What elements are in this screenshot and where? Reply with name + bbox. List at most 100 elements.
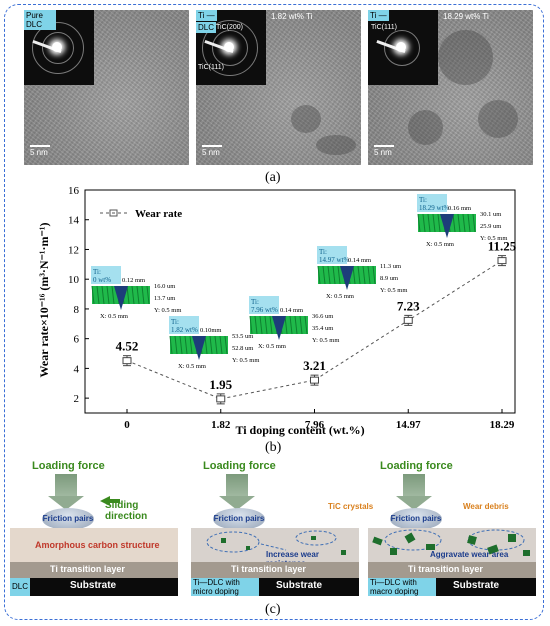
x-tick-label: 18.29 <box>490 419 515 431</box>
inset-label: Ti — <box>368 10 389 21</box>
y-tick-label: 4 <box>74 363 80 375</box>
profile-h2: 8.9 um <box>380 275 398 282</box>
profile-y: Y: 0.5 mm <box>312 337 339 344</box>
legend-marker <box>109 209 118 217</box>
tem-image-18-29: Ti — TiC(111) 18.29 wt% Ti 5 nm <box>368 10 533 165</box>
y-tick-label: 16 <box>68 185 80 197</box>
tag-micro-doping: Ti—DLC with micro doping <box>191 578 259 596</box>
tag-dlc: DLC <box>10 578 31 596</box>
wear-track <box>272 316 286 340</box>
x-tick-label: 14.97 <box>396 419 421 431</box>
diffraction-inset: Ti — TiC(111) <box>368 10 438 85</box>
ti-layer: Ti transition layer <box>10 562 178 578</box>
figure-frame <box>4 4 544 620</box>
x-tick-label: 7.96 <box>305 419 325 431</box>
profile-y: Y: 0.5 mm <box>154 307 181 314</box>
ti-layer-label: Ti transition layer <box>50 564 125 574</box>
profile-h2: 52.8 um <box>232 345 253 352</box>
ring-label-tic111: TiC(111) <box>198 64 224 71</box>
diffraction-inset: Ti — DLC TiC(200) TiC(111) <box>196 10 266 85</box>
profile-tag: Ti: 14.97 wt% <box>319 248 350 264</box>
profile-h2: 35.4 um <box>312 325 333 332</box>
amorphous-label: Amorphous carbon structure <box>35 540 160 550</box>
profile-h2: 25.9 um <box>480 223 501 230</box>
data-point <box>122 357 132 365</box>
y-tick-label: 12 <box>68 244 79 256</box>
schematic-micro-doping: Loading force Friction pairs Increase we… <box>191 458 359 598</box>
profile-h1: 11.3 um <box>380 263 401 270</box>
profile-y: Y: 0.5 mm <box>380 287 407 294</box>
profile-tag: Ti: 1.82 wt% <box>171 318 198 334</box>
force-arrow-icon <box>226 474 248 496</box>
profile-inset: Ti: 7.96 wt% 0.14 mm 36.6 um 35.4 um X: 0.5 m… <box>249 296 339 350</box>
profile-depth: 0.12 mm <box>122 277 145 284</box>
y-tick-label: 14 <box>68 215 80 227</box>
y-axis-label: Wear rate×10⁻¹⁶ (m³·N⁻¹·m⁻¹) <box>37 223 51 378</box>
profile-tag: Ti: 18.29 wt% <box>419 196 450 212</box>
force-arrow-icon <box>403 474 425 496</box>
profile-inset: Ti: 14.97 wt%0.14 mm 11.3 um 8.9 um X: 0.5 m… <box>317 246 407 300</box>
wear-track <box>192 336 206 360</box>
profile-depth: 0.10mm <box>200 327 222 334</box>
ti-layer: Ti transition layer <box>368 562 536 578</box>
y-tick-label: 2 <box>74 393 80 405</box>
dlc-layer <box>10 528 178 562</box>
force-arrow-icon <box>55 474 77 496</box>
schematic-macro-doping: Loading force Friction pairs TiC crystal… <box>328 458 536 598</box>
loading-force-label: Loading force <box>32 460 105 472</box>
profile-x: X: 0.5 mm <box>326 293 354 300</box>
substrate-label: Substrate <box>276 580 323 591</box>
wear-track <box>340 266 354 290</box>
profile-y: Y: 0.5 mm <box>480 235 507 242</box>
profile-inset: Ti: 0 wt% 0.12 mm 16.0 um 13.7 um X: 0.5 mm Y:… <box>91 266 181 320</box>
x-tick-label: 1.82 <box>211 419 231 431</box>
inset-label: Ti — <box>196 10 217 21</box>
ti-layer-label: Ti transition layer <box>408 564 483 574</box>
profile-inset: Ti: 18.29 wt%0.16 mm 30.1 um 25.9 um X: 0.5 … <box>417 194 507 248</box>
ring-label-tic111: TiC(111) <box>371 24 397 31</box>
profile-inset: Ti: 1.82 wt% 0.10mm 53.5 um 52.8 um X: 0.5 mm… <box>169 316 259 370</box>
data-point <box>497 257 507 265</box>
tic-crystals-label: TiC crystals <box>328 502 374 511</box>
profile-x: X: 0.5 mm <box>258 343 286 350</box>
wear-debris-label: Wear debris <box>463 502 509 511</box>
loading-force-label: Loading force <box>203 460 276 472</box>
profile-h1: 53.5 um <box>232 333 253 340</box>
profile-h1: 16.0 um <box>154 283 175 290</box>
dlc-layer <box>368 528 536 562</box>
profile-tag: Ti: 7.96 wt% <box>251 298 278 314</box>
friction-pairs-label: Friction pairs <box>42 514 94 523</box>
friction-pairs-label: Friction pairs <box>390 514 442 523</box>
profile-depth: 0.14 mm <box>280 307 303 314</box>
scale-bar: 5 nm <box>202 145 222 157</box>
loading-force-label: Loading force <box>380 460 453 472</box>
tem-image-pure-dlc: Pure DLC 5 nm <box>24 10 189 165</box>
x-axis-label: Ti doping content (wt.%) <box>235 423 364 437</box>
caption-a: (a) <box>265 170 281 185</box>
series-line-wear-rate <box>126 260 503 400</box>
scale-bar: 5 nm <box>374 145 394 157</box>
wear-track <box>440 214 454 238</box>
caption-c: (c) <box>265 602 281 617</box>
ti-layer-label: Ti transition layer <box>231 564 306 574</box>
friction-pair-icon: Friction pairs <box>390 508 442 530</box>
data-point <box>403 316 413 324</box>
profile-x: X: 0.5 mm <box>100 313 128 320</box>
doping-label: 18.29 wt% Ti <box>443 12 489 21</box>
profile-tag: Ti: 0 wt% <box>93 268 111 284</box>
inset-label: Pure DLC <box>24 10 56 30</box>
profile-h1: 36.6 um <box>312 313 333 320</box>
inset-sublabel: DLC <box>196 22 217 33</box>
data-label: 11.25 <box>488 239 517 254</box>
profile-h1: 30.1 um <box>480 211 501 218</box>
substrate-label: Substrate <box>453 580 500 591</box>
wear-track <box>114 286 128 310</box>
friction-pair-icon: Friction pairs <box>42 508 94 530</box>
y-tick-label: 10 <box>68 274 80 286</box>
tem-image-1-82: Ti — DLC TiC(200) TiC(111) 1.82 wt% Ti 5… <box>196 10 361 165</box>
profile-depth: 0.16 mm <box>448 205 471 212</box>
x-tick-label: 0 <box>124 419 130 431</box>
data-label: 3.21 <box>303 358 326 373</box>
ti-layer: Ti transition layer <box>191 562 359 578</box>
doping-label: 1.82 wt% Ti <box>271 12 313 21</box>
